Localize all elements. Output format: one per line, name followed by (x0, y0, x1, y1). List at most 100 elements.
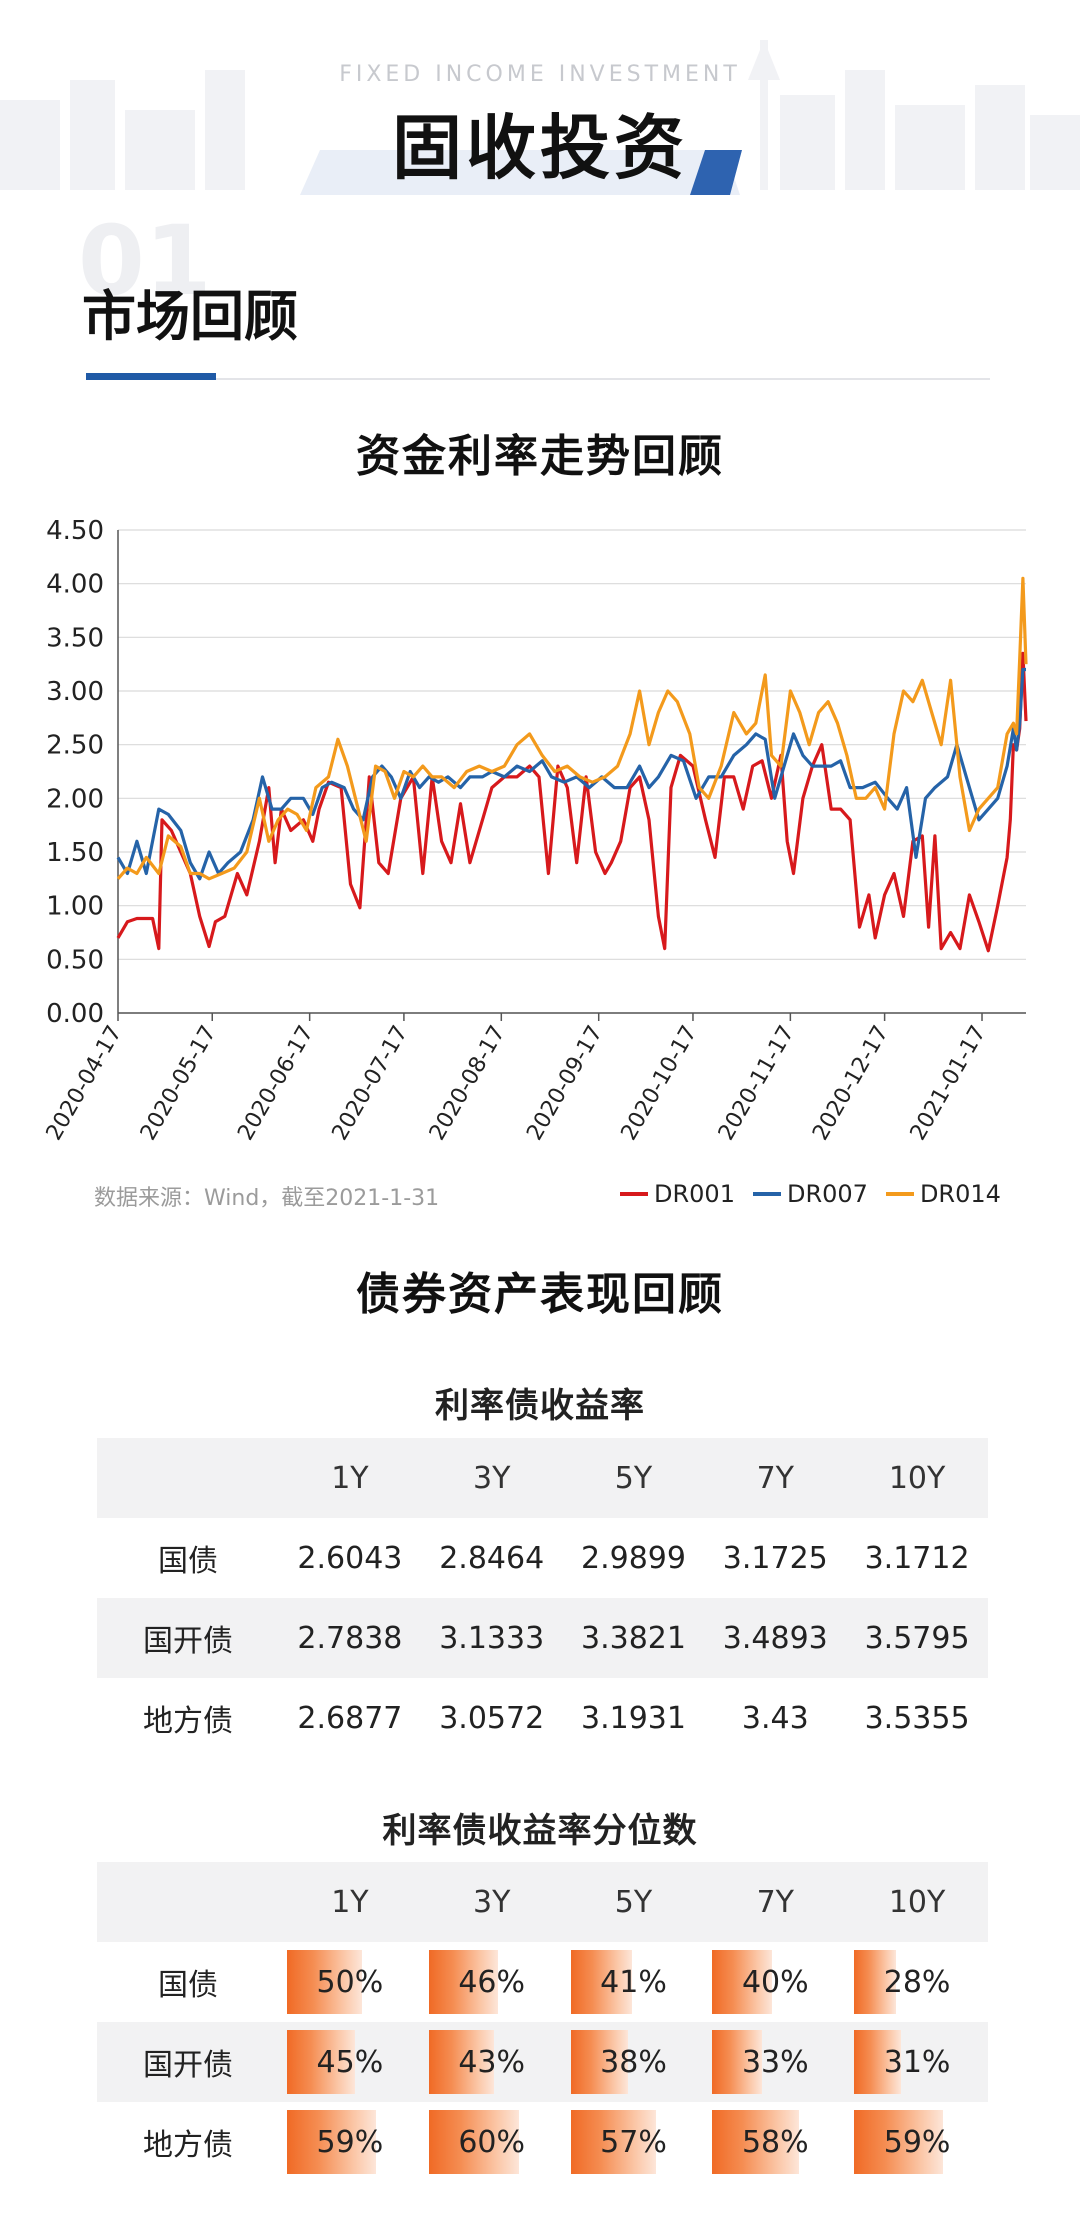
percentile-cell: 43% (420, 2022, 563, 2102)
percentile-bar (428, 2030, 494, 2094)
percentile-value: 45% (316, 2044, 384, 2080)
y-tick-label: 2.50 (46, 731, 104, 761)
column-header: 5Y (562, 1438, 705, 1518)
yield-value-cell: 3.1333 (420, 1598, 563, 1678)
yield-value-cell: 2.6877 (297, 1700, 403, 1736)
table-row: 国开债 2.7838 3.1333 3.3821 3.4893 3.5795 (97, 1598, 988, 1678)
table-row: 地方债 59% 60% 57% 58% 59% (97, 2102, 988, 2182)
yield-value-cell: 3.1712 (864, 1540, 970, 1576)
section-divider (216, 378, 990, 380)
yield-value-cell: 3.1725 (722, 1540, 828, 1576)
percentile-cell: 41% (563, 1942, 705, 2022)
percentile-bar (712, 2030, 763, 2094)
banner-title: 固收投资 (392, 107, 688, 189)
yield-value-cell: 2.8464 (439, 1540, 545, 1576)
yield-value-cell: 2.9899 (581, 1540, 686, 1576)
page-banner: FIXED INCOME INVESTMENT 固收投资 (0, 0, 1080, 200)
yield-value-cell: 3.1931 (581, 1700, 686, 1736)
row-label: 国债 (158, 1544, 218, 1579)
section-title: 市场回顾 (82, 285, 298, 348)
percentile-bar (570, 1950, 632, 2014)
percentile-bar (854, 2030, 902, 2094)
yield-table-title: 利率债收益率 (435, 1386, 645, 1426)
legend-item-dr014: DR014 (885, 1180, 1001, 1208)
column-header: 10Y (846, 1438, 988, 1518)
bond-section-title: 债券资产表现回顾 (356, 1269, 724, 1320)
table-row: 国开债 45% 43% 38% 33% 31% (97, 2022, 988, 2102)
percentile-value: 33% (741, 2044, 809, 2080)
percentile-value: 40% (741, 1964, 809, 2000)
column-header: 5Y (562, 1862, 705, 1942)
percentile-value: 38% (600, 2044, 667, 2080)
yield-table: 1Y 3Y 5Y 7Y 10Y 国债 2.6043 2.8464 2.9899 3.1725 3.1… (97, 1438, 988, 1758)
table-header-row: 1Y 3Y 5Y 7Y 10Y (97, 1438, 988, 1518)
y-tick-label: 2.00 (46, 784, 104, 814)
y-tick-label: 0.00 (46, 999, 104, 1029)
section-number: 01 (78, 205, 212, 317)
percentile-bar (712, 2110, 800, 2174)
percentile-bar (287, 2110, 376, 2174)
percentile-bar (854, 1950, 897, 2014)
table-row: 国债 2.6043 2.8464 2.9899 3.1725 3.1712 (97, 1518, 988, 1598)
percentile-cell: 46% (421, 1942, 563, 2022)
percentile-value: 41% (600, 1964, 667, 2000)
column-header: 1Y (279, 1862, 421, 1942)
chart-source-note: 数据来源：Wind，截至2021-1-31 (94, 1186, 440, 1211)
percentile-table: 1Y 3Y 5Y 7Y 10Y 国债 50% 46% 41% 40% 28% 国开债 45% 43% 38%… (97, 1862, 988, 2182)
section-accent-bar (86, 373, 216, 380)
percentile-value: 59% (316, 2124, 384, 2160)
chart-legend: DR001 DR007 DR014 (620, 1180, 1001, 1208)
percentile-value: 58% (741, 2124, 809, 2160)
x-tick-label: 2020-04-17 (42, 1022, 128, 1145)
percentile-value: 57% (600, 2124, 667, 2160)
row-label: 地方债 (143, 2128, 233, 2163)
row-label: 国开债 (97, 1598, 279, 1678)
percentile-bar (854, 2110, 944, 2174)
yield-value-cell: 3.43 (741, 1700, 809, 1736)
x-tick-label: 2020-09-17 (522, 1022, 608, 1145)
y-tick-label: 3.00 (46, 677, 104, 707)
yield-value-cell: 3.3821 (562, 1598, 705, 1678)
column-header: 7Y (704, 1438, 847, 1518)
x-tick-label: 2020-06-17 (233, 1022, 319, 1145)
percentile-cell: 28% (846, 1942, 988, 2022)
percentile-value: 50% (316, 1964, 384, 2000)
percentile-cell: 60% (421, 2102, 563, 2182)
y-tick-label: 4.50 (46, 516, 104, 546)
percentile-cell: 58% (704, 2102, 846, 2182)
yield-value-cell: 2.6043 (297, 1540, 403, 1576)
percentile-cell: 40% (704, 1942, 846, 2022)
percentile-cell: 45% (279, 2022, 421, 2102)
percentile-bar (428, 1950, 498, 2014)
legend-label: DR014 (919, 1180, 1001, 1208)
legend-swatch (620, 1192, 648, 1196)
x-tick-label: 2021-01-17 (906, 1022, 992, 1145)
y-tick-label: 1.00 (46, 892, 104, 922)
yield-value-cell: 3.4893 (704, 1598, 847, 1678)
percentile-bar (428, 2110, 519, 2174)
yield-value-cell: 3.5355 (864, 1700, 970, 1736)
table-row: 国债 50% 46% 41% 40% 28% (97, 1942, 988, 2022)
row-label: 地方债 (143, 1704, 233, 1739)
yield-value-cell: 3.5795 (846, 1598, 988, 1678)
banner-subtitle: FIXED INCOME INVESTMENT (339, 62, 741, 87)
percentile-value: 31% (883, 2044, 951, 2080)
percentile-cell: 59% (846, 2102, 988, 2182)
table-header-row: 1Y 3Y 5Y 7Y 10Y (97, 1862, 988, 1942)
y-tick-label: 3.50 (46, 623, 104, 653)
percentile-bar (287, 2030, 355, 2094)
percentile-value: 28% (883, 1964, 951, 2000)
legend-label: DR007 (786, 1180, 868, 1208)
legend-swatch (885, 1192, 914, 1196)
percentile-cell: 59% (279, 2102, 421, 2182)
legend-swatch (752, 1192, 781, 1196)
percentile-cell: 38% (562, 2022, 705, 2102)
percentile-value: 43% (458, 2044, 526, 2080)
yield-value-cell: 2.7838 (279, 1598, 421, 1678)
row-label: 国开债 (97, 2022, 279, 2102)
x-tick-label: 2020-10-17 (617, 1022, 703, 1145)
y-tick-label: 4.00 (46, 570, 104, 600)
x-tick-label: 2020-12-17 (808, 1022, 894, 1145)
percentile-cell: 31% (846, 2022, 988, 2102)
percentile-value: 59% (883, 2124, 951, 2160)
